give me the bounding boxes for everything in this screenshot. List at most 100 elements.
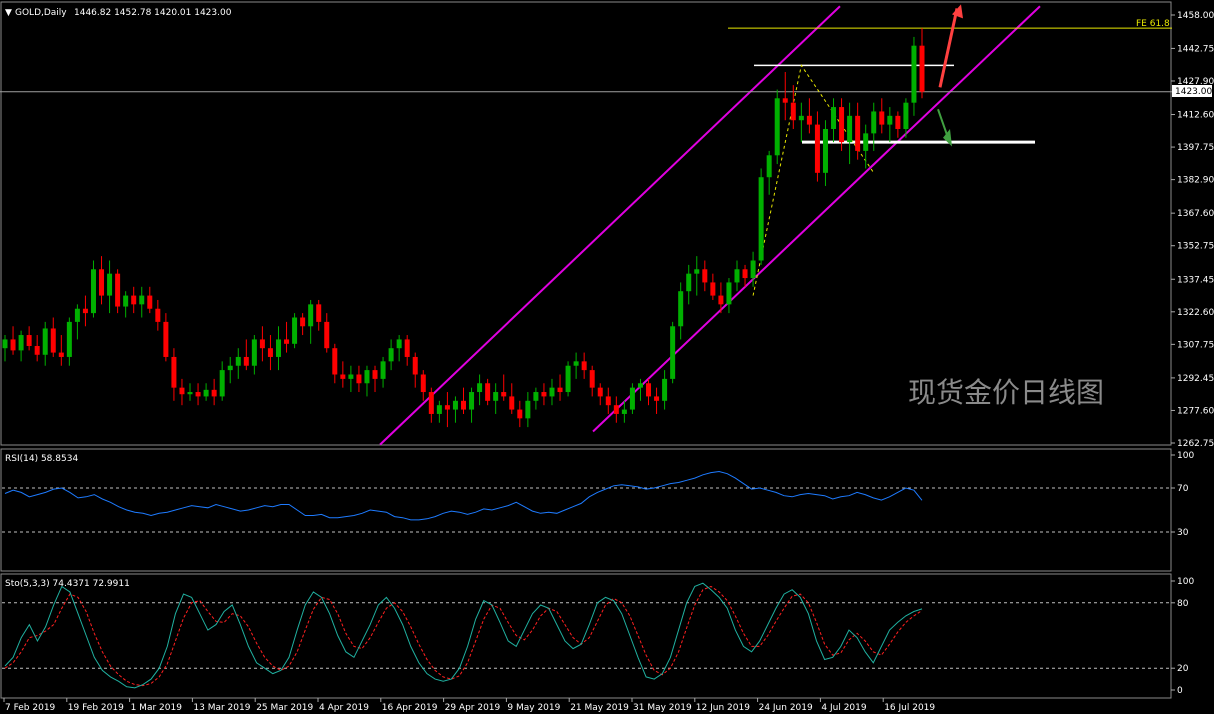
sto-panel bbox=[2, 582, 1170, 689]
candle-body bbox=[831, 107, 837, 129]
current-price-label: 1423.00 bbox=[1175, 87, 1212, 97]
candle-body bbox=[324, 321, 330, 349]
price-tick-label: 1337.45 bbox=[1177, 275, 1214, 285]
x-tick-label: 13 Mar 2019 bbox=[193, 703, 250, 713]
symbol-label: GOLD,Daily bbox=[15, 8, 67, 18]
candle-body bbox=[372, 370, 378, 379]
fe-label: FE 61.8 bbox=[1136, 19, 1170, 29]
x-tick-label: 31 May 2019 bbox=[633, 703, 692, 713]
candle-body bbox=[605, 396, 611, 406]
candle-body bbox=[501, 392, 507, 397]
x-tick-label: 29 Apr 2019 bbox=[445, 703, 501, 713]
candle-body bbox=[187, 392, 193, 395]
candle-body bbox=[115, 273, 121, 307]
x-tick-label: 16 Jul 2019 bbox=[884, 703, 935, 713]
candle-body bbox=[99, 269, 105, 296]
candle-body bbox=[790, 102, 796, 121]
candle-body bbox=[734, 269, 740, 283]
candle-body bbox=[284, 339, 290, 344]
sto-main-line bbox=[4, 582, 923, 689]
bearish-arrow bbox=[937, 108, 949, 139]
candle-body bbox=[203, 389, 209, 397]
candle-body bbox=[123, 295, 129, 307]
candle-body bbox=[678, 291, 684, 327]
rsi-line bbox=[4, 470, 923, 521]
price-tick-label: 1292.45 bbox=[1177, 374, 1214, 384]
candle-body bbox=[340, 374, 346, 379]
candle-body bbox=[758, 177, 764, 261]
candle-body bbox=[694, 269, 700, 274]
price-panel-frame bbox=[0, 1, 1172, 446]
bearish-arrow-head bbox=[943, 128, 952, 147]
candle-body bbox=[646, 383, 652, 397]
candle-body bbox=[243, 356, 249, 366]
rsi-header: RSI(14) 58.8534 bbox=[5, 454, 78, 464]
sto-tick-label: 20 bbox=[1177, 664, 1189, 674]
candle-body bbox=[211, 389, 217, 397]
candle-body bbox=[726, 282, 732, 305]
candle-body bbox=[541, 392, 547, 397]
candle-body bbox=[300, 317, 306, 327]
candle-body bbox=[227, 365, 233, 371]
candle-body bbox=[871, 111, 877, 134]
candle-body bbox=[428, 392, 434, 414]
candle-body bbox=[82, 308, 88, 314]
candle-body bbox=[58, 352, 64, 357]
candle-body bbox=[388, 348, 394, 362]
price-tick-label: 1458.00 bbox=[1177, 11, 1214, 21]
candle-body bbox=[557, 387, 563, 393]
candle-body bbox=[686, 273, 692, 292]
candle-body bbox=[863, 133, 869, 151]
candle-body bbox=[887, 115, 893, 125]
bullish-arrow-head bbox=[952, 4, 963, 19]
candle-body bbox=[259, 339, 265, 349]
channel-lower-line bbox=[592, 5, 1041, 433]
x-tick-label: 12 Jun 2019 bbox=[696, 703, 750, 713]
candle-body bbox=[364, 370, 370, 384]
candle-body bbox=[404, 339, 410, 357]
ohlc-label: 1446.82 1452.78 1420.01 1423.00 bbox=[74, 8, 232, 18]
price-tick-label: 1262.75 bbox=[1177, 439, 1214, 449]
candle-body bbox=[782, 98, 788, 103]
candle-body bbox=[356, 374, 362, 384]
candle-body bbox=[195, 392, 201, 397]
candle-body bbox=[597, 387, 603, 397]
bullish-arrow bbox=[938, 8, 959, 88]
candle-body bbox=[26, 335, 32, 347]
candle-body bbox=[10, 339, 16, 351]
axes: 1458.00 1442.75 1427.90 1412.60 1397.75 1382.… bbox=[3, 11, 1214, 713]
sto-header: Sto(5,3,3) 74.4371 72.9911 bbox=[5, 579, 130, 589]
candle-body bbox=[131, 295, 137, 305]
price-tick-label: 1322.60 bbox=[1177, 308, 1214, 318]
rsi-panel bbox=[2, 470, 1170, 533]
candle-body bbox=[919, 45, 925, 92]
candle-body bbox=[396, 339, 402, 349]
candle-body bbox=[742, 269, 748, 279]
candle-body bbox=[855, 115, 861, 151]
candle-body bbox=[774, 98, 780, 156]
channel-upper-line bbox=[379, 5, 841, 446]
x-tick-label: 9 May 2019 bbox=[507, 703, 560, 713]
candle-body bbox=[332, 348, 338, 375]
candle-body bbox=[847, 115, 853, 143]
candle-body bbox=[348, 374, 354, 379]
x-tick-label: 7 Feb 2019 bbox=[5, 703, 56, 713]
current-price-tag bbox=[1172, 85, 1212, 97]
candle-body bbox=[839, 107, 845, 143]
candle-body bbox=[718, 295, 724, 305]
x-tick-label: 19 Feb 2019 bbox=[68, 703, 124, 713]
sto-panel-frame bbox=[0, 573, 1172, 699]
candle-body bbox=[533, 392, 539, 401]
candle-body bbox=[412, 356, 418, 375]
x-tick-label: 25 Mar 2019 bbox=[256, 703, 313, 713]
x-tick-label: 16 Apr 2019 bbox=[382, 703, 438, 713]
candle-body bbox=[702, 269, 708, 283]
candle-body bbox=[822, 128, 828, 173]
candle-body bbox=[766, 155, 772, 178]
candle-body bbox=[2, 339, 8, 349]
candle-body bbox=[485, 383, 491, 401]
price-tick-label: 1412.60 bbox=[1177, 111, 1214, 121]
candle-body bbox=[581, 361, 587, 371]
candle-body bbox=[107, 273, 113, 296]
